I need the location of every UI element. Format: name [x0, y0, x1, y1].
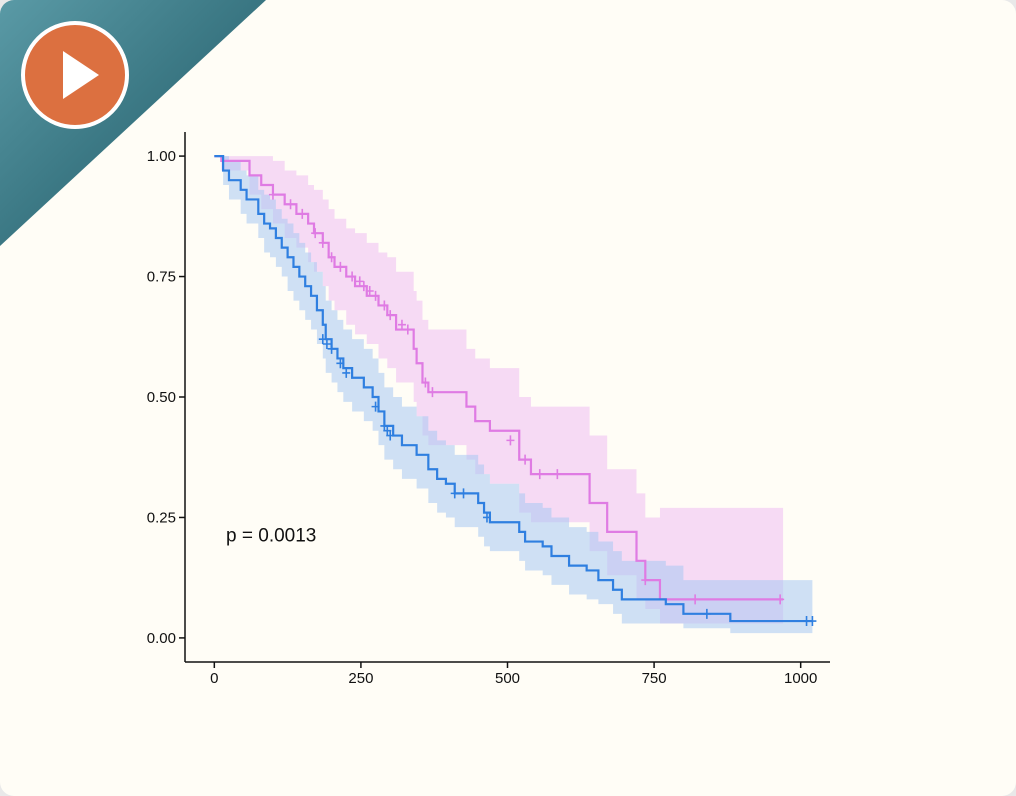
- censor-mark-magenta-14: [397, 319, 406, 330]
- censor-mark-blue-2: [327, 343, 336, 354]
- censor-mark-magenta-12: [380, 300, 389, 311]
- censor-mark-blue-10: [459, 488, 468, 499]
- x-tick-label-3: 750: [642, 670, 667, 687]
- censor-mark-blue-3: [336, 358, 345, 369]
- censor-mark-magenta-7: [348, 271, 357, 282]
- censor-mark-blue-5: [371, 401, 380, 412]
- censor-mark-magenta-6: [336, 261, 345, 272]
- censor-mark-blue-8: [386, 430, 395, 441]
- censor-mark-blue-11: [482, 512, 491, 523]
- y-tick-label-4: 1.00: [147, 148, 176, 165]
- censor-mark-magenta-15: [403, 324, 412, 335]
- y-tick-label-3: 0.75: [147, 269, 176, 286]
- censor-mark-magenta-22: [641, 575, 650, 586]
- censor-mark-blue-9: [450, 488, 459, 499]
- censor-mark-blue-12: [702, 608, 711, 619]
- censor-mark-blue-4: [342, 367, 351, 378]
- censor-mark-magenta-21: [553, 469, 562, 480]
- ci-band-magenta: [214, 156, 784, 624]
- censor-mark-magenta-24: [776, 594, 785, 605]
- censor-mark-magenta-19: [521, 454, 530, 465]
- censor-mark-magenta-18: [506, 435, 515, 446]
- x-tick-label-4: 1000: [784, 670, 817, 687]
- censor-mark-magenta-23: [691, 594, 700, 605]
- x-tick-label-0: 0: [210, 670, 218, 687]
- censor-mark-magenta-0: [268, 189, 277, 200]
- censor-mark-magenta-13: [386, 310, 395, 321]
- y-tick-label-1: 0.25: [147, 509, 176, 526]
- y-ticks: 0.00 0.25 0.50 0.75 1.00: [147, 148, 185, 647]
- censor-mark-blue-14: [808, 616, 817, 627]
- survival-curve-blue: [214, 154, 813, 623]
- censor-mark-magenta-4: [318, 237, 327, 248]
- ci-band-blue: [214, 156, 813, 634]
- play-button[interactable]: [21, 21, 129, 129]
- p-value-annotation: p = 0.0013: [226, 526, 316, 547]
- censor-mark-magenta-1: [286, 199, 295, 210]
- axes: 0 250 500 750 1000 0.00 0.25 0.50 0.75 1.00: [147, 132, 830, 687]
- x-ticks: 0 250 500 750 1000: [210, 662, 817, 687]
- censor-mark-magenta-17: [428, 387, 437, 398]
- censor-mark-magenta-11: [371, 290, 380, 301]
- y-tick-label-2: 0.50: [147, 389, 176, 406]
- censor-mark-magenta-10: [365, 286, 374, 296]
- censor-marks: [268, 189, 817, 627]
- x-tick-label-1: 250: [348, 670, 373, 687]
- x-tick-label-2: 500: [495, 670, 520, 687]
- censor-mark-magenta-5: [327, 252, 336, 263]
- censor-mark-magenta-2: [298, 208, 307, 219]
- censor-mark-magenta-8: [355, 276, 364, 287]
- censor-mark-magenta-16: [421, 377, 430, 388]
- censor-mark-magenta-3: [311, 228, 320, 239]
- censor-mark-blue-0: [318, 334, 327, 345]
- y-tick-label-0: 0.00: [147, 630, 176, 647]
- ci-bands: [214, 156, 813, 634]
- censor-mark-magenta-9: [359, 281, 368, 292]
- censor-mark-magenta-20: [535, 469, 544, 480]
- censor-mark-blue-1: [322, 339, 331, 349]
- play-icon: [63, 51, 99, 99]
